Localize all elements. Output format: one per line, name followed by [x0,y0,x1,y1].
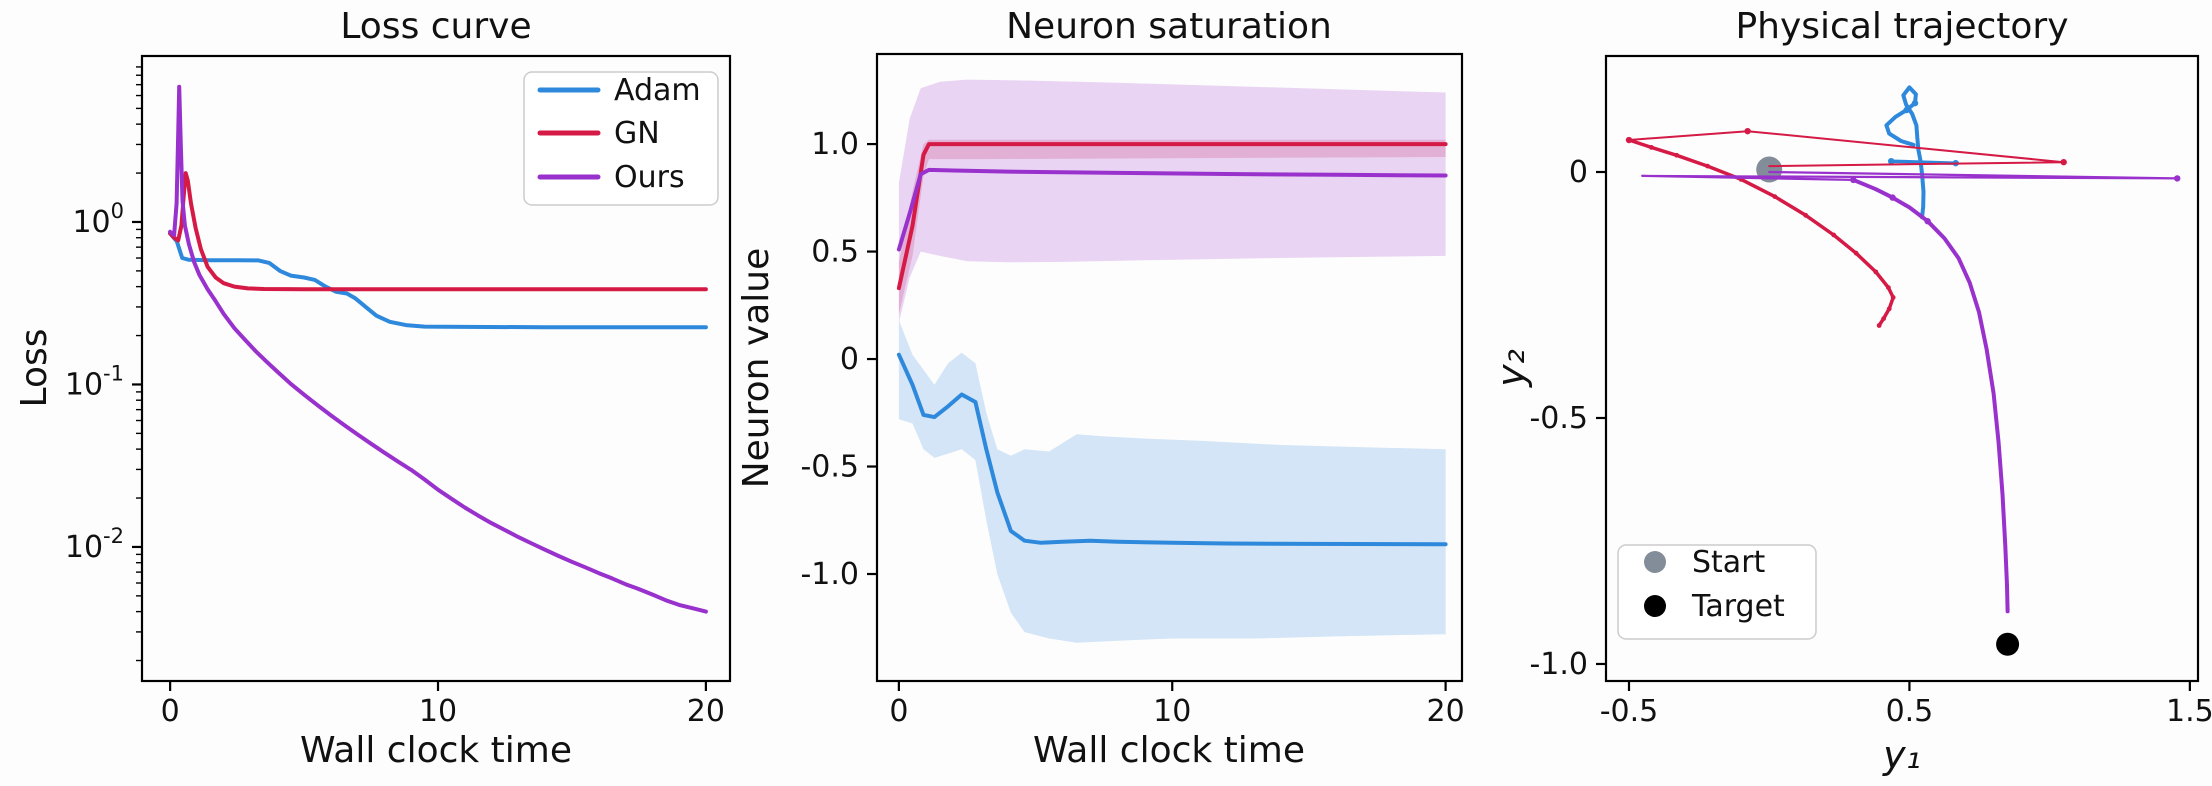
legend-marker-target [1644,595,1666,617]
ours-line [1851,177,2010,614]
legend-box [523,71,719,206]
x-tick-label: 10 [419,694,457,729]
panel3-title: Physical trajectory [1735,6,2068,47]
x-tick-label: 20 [687,694,725,729]
panel3-xaxis-label: y₁ [1882,733,1921,777]
ours-line [1641,170,2179,181]
adam-point-marker [1911,99,1919,107]
panel2-yaxis-label: Neuron value [736,248,777,489]
ours-confidence-band [898,79,1446,323]
legend-label-gn: GN [614,116,660,151]
gn-point-marker [1772,194,1778,200]
gn-point-marker [1876,323,1882,328]
x-tick-label: 0 [889,694,908,729]
gn-point-marker [1873,269,1879,275]
adam-confidence-band [898,320,1446,643]
gn-point-marker [1886,306,1892,312]
x-tick-label: 0 [161,694,180,729]
adam-point-marker [1903,106,1910,114]
gn-point-marker [2060,158,2067,166]
y-tick-label: 0 [1569,155,1588,190]
ours-point-marker [2174,175,2181,182]
adam-line [896,352,1448,547]
gn-line [168,171,708,292]
y-tick-label: -0.5 [1529,401,1588,436]
legend-label-adam: Adam [614,73,701,108]
gn-point-marker [1674,152,1680,158]
ours-line [896,167,1448,252]
panel1-xaxis-label: Wall clock time [300,730,572,771]
y-tick-label: 100 [72,199,124,240]
axes-spines [875,52,1464,683]
x-tick-label: -0.5 [1600,694,1659,729]
y-tick-label: 1.0 [811,127,859,162]
ours-point-marker [1889,194,1896,201]
axes-spines [140,54,732,683]
target-marker [1996,632,2020,656]
adam-line [1884,85,1926,220]
legend-label-start: Start [1692,545,1766,580]
y-tick-label: -0.5 [800,450,859,485]
y-tick-label: 10-2 [65,524,124,565]
y-tick-label: 0.5 [811,235,859,270]
panel2-title: Neuron saturation [1006,6,1332,47]
legend-label-target: Target [1691,589,1785,624]
gn-point-marker [1853,250,1859,256]
gn-point-marker [1881,316,1887,322]
y-tick-label: 10-1 [65,361,124,402]
gn-line [1628,130,2065,168]
gn-point-marker [1705,163,1710,169]
gn-confidence-band [898,139,1446,314]
ours-point-marker [1850,176,1857,184]
x-tick-label: 10 [1153,694,1191,729]
ours-point-marker [1924,218,1931,225]
gn-point-marker [1803,212,1809,218]
adam-line [168,231,708,330]
y-tick-label: -1.0 [800,557,859,592]
axes-spines [1604,54,2200,683]
y-tick-label: -1.0 [1529,647,1588,682]
panel3-yaxis-label: y₂ [1489,349,1533,388]
gn-line [896,142,1448,291]
panel1-title: Loss curve [340,6,531,47]
x-tick-label: 0.5 [1886,694,1934,729]
gn-point-marker [1625,136,1633,144]
gn-point-marker [1890,295,1896,300]
legend-box [1617,544,1817,640]
gn-point-marker [1831,232,1837,238]
gn-point-marker [1744,127,1751,135]
ours-line [168,84,708,614]
panel1-yaxis-label: Loss [14,329,55,408]
legend-label-ours: Ours [614,160,685,195]
y-tick-label: 0 [840,342,859,377]
panel2-xaxis-label: Wall clock time [1033,730,1305,771]
x-tick-label: 20 [1427,694,1465,729]
legend-marker-start [1644,551,1666,573]
gn-point-marker [1885,285,1891,291]
gn-point-marker [1649,145,1654,150]
adam-point-marker [1888,157,1895,165]
x-tick-label: 1.5 [2166,694,2212,729]
